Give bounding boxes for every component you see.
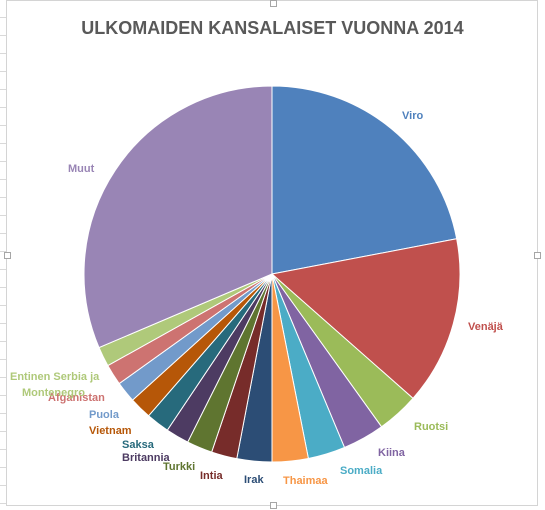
slice-label: Britannia xyxy=(122,452,171,464)
slice-label: Puola xyxy=(89,409,120,421)
slice-label: Saksa xyxy=(122,439,155,451)
resize-handle-top[interactable] xyxy=(270,0,277,7)
slice-label: Intia xyxy=(200,470,223,482)
slice-label: Turkki xyxy=(163,461,195,473)
resize-handle-left[interactable] xyxy=(4,252,11,259)
slice-label: Venäjä xyxy=(468,321,504,333)
resize-handle-right[interactable] xyxy=(534,252,541,259)
slice-label: Somalia xyxy=(340,465,383,477)
slice-label: Ruotsi xyxy=(414,421,448,433)
pie-slice-ven-j-[interactable] xyxy=(270,238,461,400)
pie-slice-muut[interactable] xyxy=(83,85,273,349)
slice-label: Kiina xyxy=(378,447,406,459)
pie-labels: Viro Venäjä Ruotsi Kiina Somalia Thaimaa Irak I… xyxy=(10,110,504,487)
slice-label: Thaimaa xyxy=(283,475,329,487)
resize-handle-bottom[interactable] xyxy=(270,502,277,509)
pie-slice-viro[interactable] xyxy=(271,85,458,275)
worksheet-row-ruler xyxy=(0,0,6,510)
chart-title: ULKOMAIDEN KANSALAISET VUONNA 2014 xyxy=(81,18,464,38)
slice-label: Entinen Serbia ja Montenegro xyxy=(10,371,100,399)
slice-label: Muut xyxy=(68,163,95,175)
slice-label: Viro xyxy=(402,110,423,122)
pie-slices xyxy=(83,85,461,463)
slice-label: Afganistan xyxy=(48,392,105,404)
slice-label: Irak xyxy=(244,474,264,486)
slice-label: Vietnam xyxy=(89,425,132,437)
